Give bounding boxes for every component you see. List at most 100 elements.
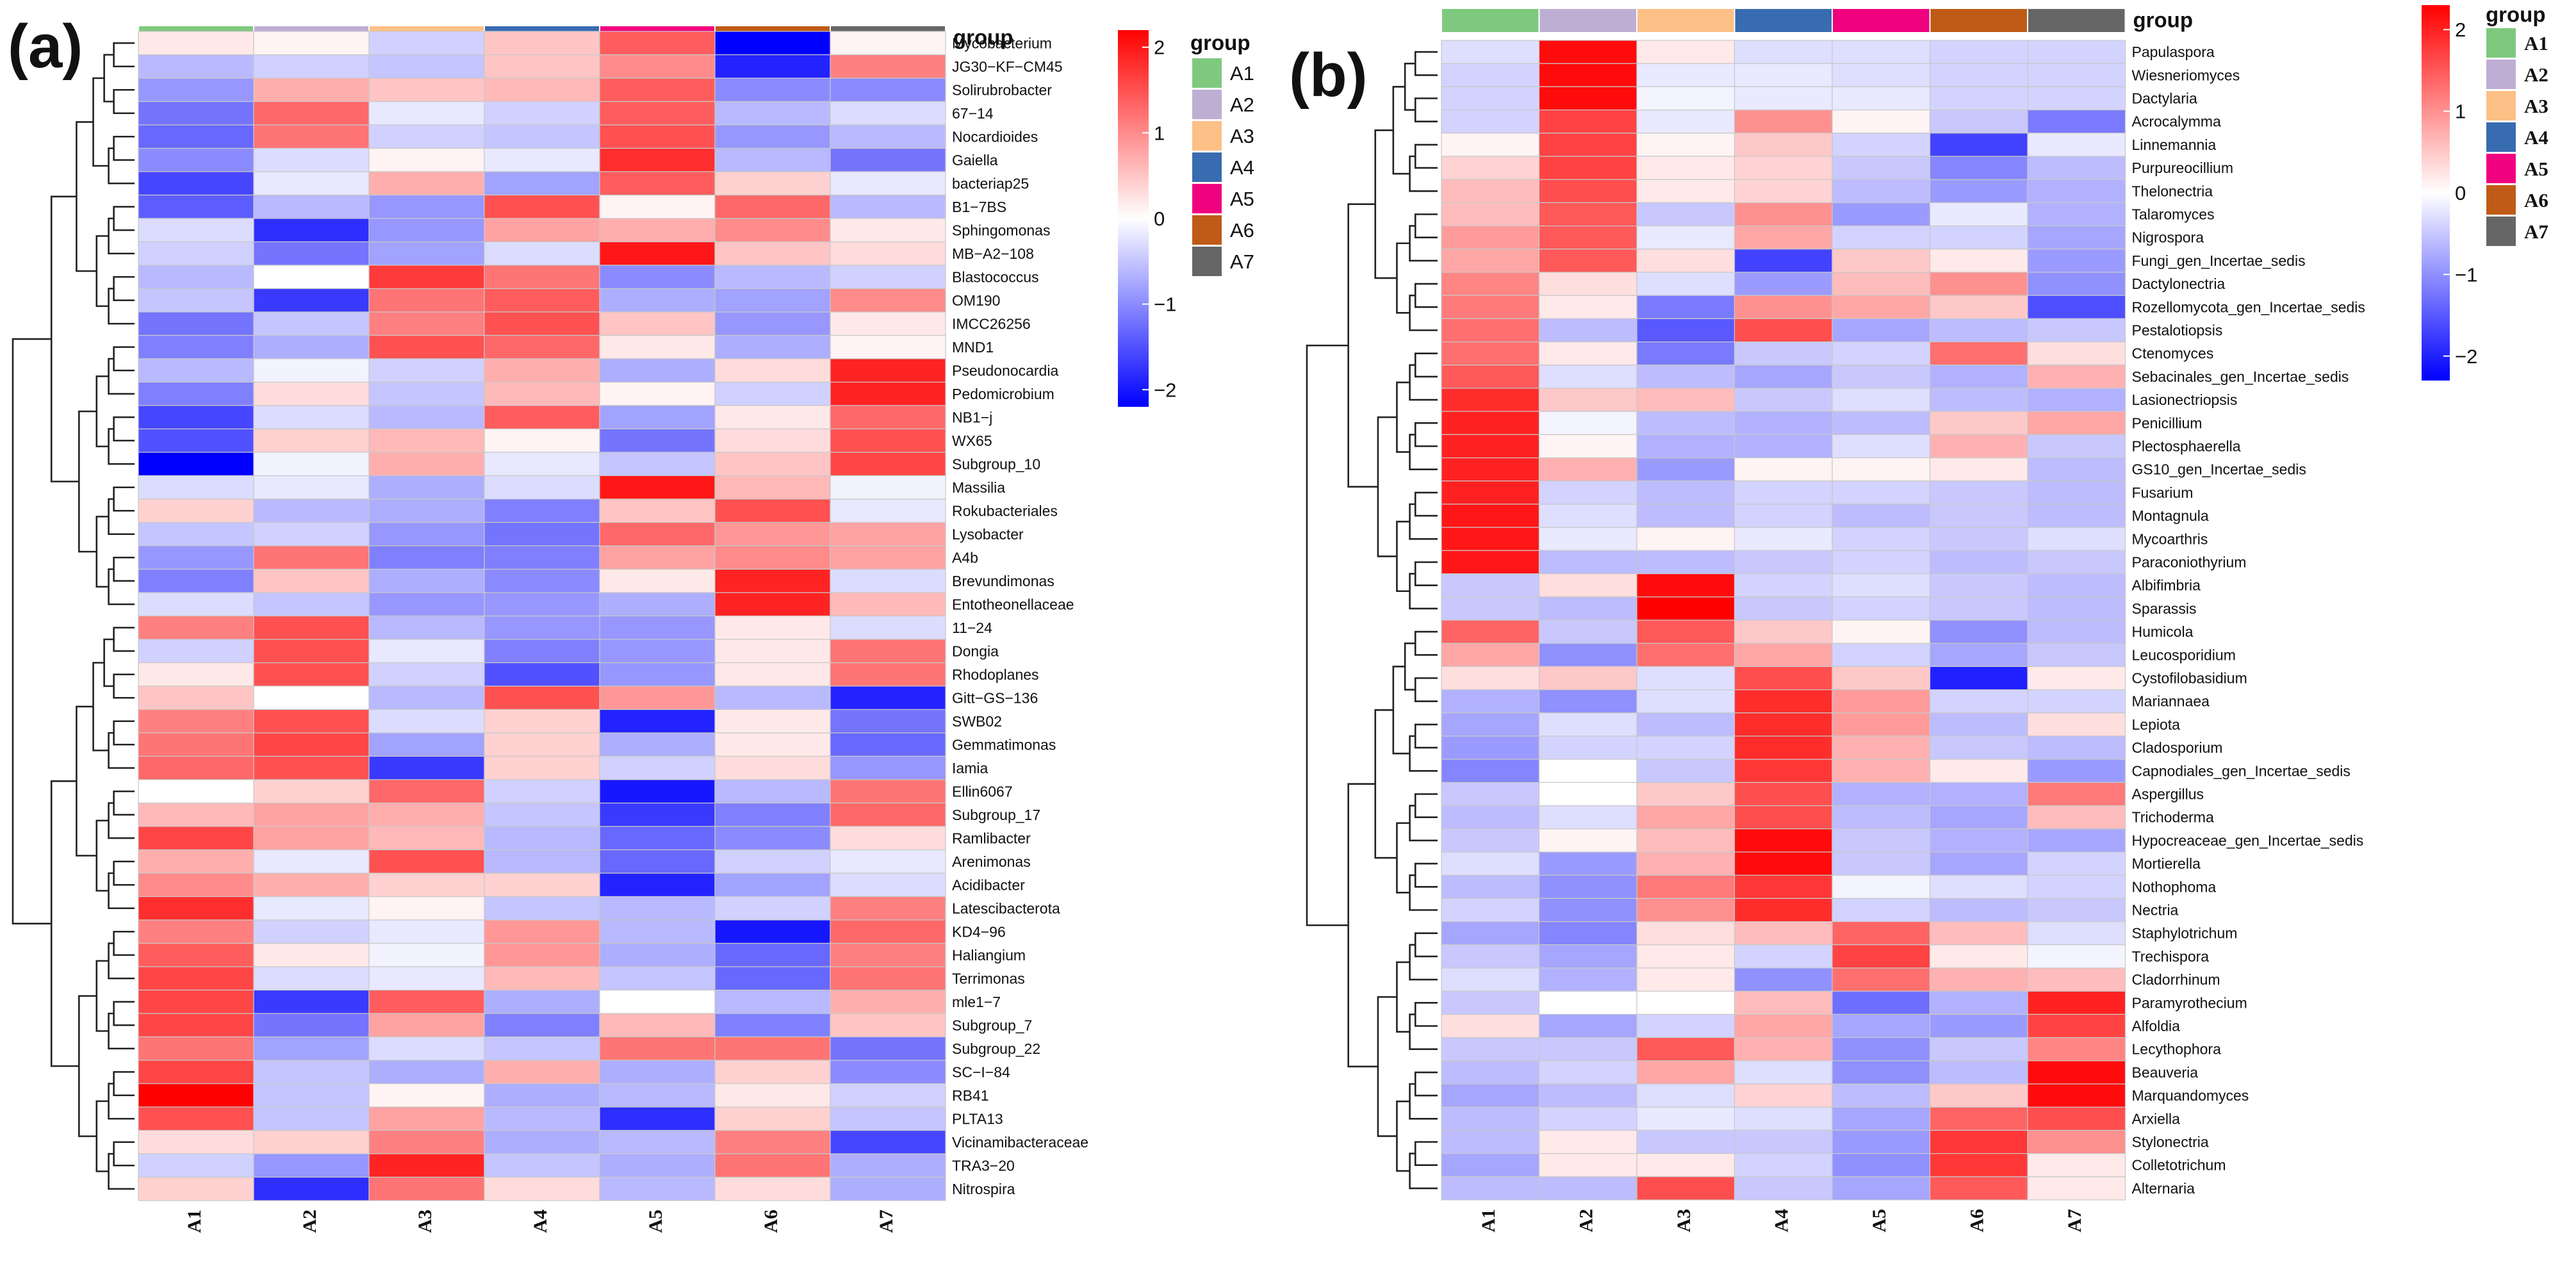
heatmap-cell (1929, 1176, 2028, 1201)
heatmap-cell (1636, 388, 1735, 412)
heatmap-cell (1929, 712, 2028, 737)
heatmap-cell (1734, 504, 1833, 528)
heatmap-cell (1538, 712, 1637, 737)
heatmap-cell (1441, 272, 1540, 296)
heatmap-cell (2027, 86, 2126, 111)
row-label: Trichoderma (2132, 809, 2214, 826)
heatmap-cell (484, 218, 600, 243)
heatmap-cell (1636, 712, 1735, 737)
heatmap-cell (830, 381, 946, 406)
heatmap-cell (830, 779, 946, 804)
heatmap-cell (1734, 202, 1833, 227)
heatmap-cell (830, 334, 946, 359)
heatmap-cell (830, 1153, 946, 1178)
row-label: Haliangium (952, 947, 1026, 964)
dendrogram-branch (1377, 416, 1397, 557)
legend-label: A6 (2524, 189, 2548, 211)
heatmap-cell (1441, 851, 1540, 876)
heatmap-cell (2027, 643, 2126, 668)
dendrogram-branch (1414, 283, 1438, 308)
heatmap-cell (368, 265, 485, 290)
row-label: Entotheonellaceae (952, 596, 1074, 612)
heatmap-cell (1929, 504, 2028, 528)
row-label: Lecythophora (2132, 1041, 2222, 1058)
heatmap-cell (714, 124, 831, 149)
heatmap-cell (714, 545, 831, 570)
heatmap-cell (1929, 573, 2028, 598)
heatmap-cell (1929, 759, 2028, 783)
heatmap-cell (714, 428, 831, 453)
heatmap-cell (253, 592, 370, 617)
heatmap-cell (484, 989, 600, 1014)
heatmap-cell (1441, 226, 1540, 250)
column-label: A2 (299, 1210, 320, 1233)
heatmap-cell (830, 241, 946, 266)
heatmap-cell (830, 78, 946, 103)
colorbar-tick-label: 2 (2455, 19, 2466, 41)
dendrogram-branch (108, 802, 135, 839)
row-label: Alternaria (2132, 1180, 2195, 1197)
heatmap-cell (368, 311, 485, 336)
row-label: Gemmatimonas (952, 736, 1056, 753)
heatmap-cell (1832, 1037, 1931, 1062)
heatmap-cell (1441, 110, 1540, 134)
heatmap-cell (714, 568, 831, 593)
heatmap-cell (253, 1060, 370, 1085)
heatmap-cell (484, 1176, 600, 1201)
heatmap-cell (830, 405, 946, 430)
heatmap-cell (1441, 86, 1540, 111)
heatmap-cell (1734, 1106, 1833, 1131)
heatmap-cell (368, 381, 485, 406)
heatmap-cell (599, 709, 716, 734)
row-label: WX65 (952, 432, 992, 449)
heatmap-cell (1441, 1106, 1540, 1131)
panel-label: (a) (8, 12, 83, 81)
heatmap-cell (484, 1060, 600, 1085)
dendrogram-branch (108, 428, 135, 465)
heatmap-cell (484, 381, 600, 406)
heatmap-cell (714, 709, 831, 734)
heatmap-cell (830, 521, 946, 546)
heatmap-cell (368, 873, 485, 898)
group-strip-a2 (1538, 8, 1637, 33)
heatmap-cell (1441, 689, 1540, 714)
heatmap-cell (1929, 40, 2028, 64)
heatmap-cell (1441, 40, 1540, 64)
heatmap-cell (368, 124, 485, 149)
dendrogram-branch (113, 556, 135, 582)
heatmap-cell (1636, 596, 1735, 621)
heatmap-cell (253, 334, 370, 359)
heatmap-cell (1441, 712, 1540, 737)
dendrogram-branch (113, 1071, 135, 1097)
heatmap-cell (714, 358, 831, 383)
heatmap-cell (484, 1013, 600, 1038)
heatmap-cell (714, 826, 831, 851)
heatmap-cell (1636, 828, 1735, 853)
heatmap-cell (830, 802, 946, 827)
heatmap-cell (484, 1106, 600, 1131)
heatmap-cell (368, 218, 485, 243)
heatmap-cell (714, 452, 831, 477)
heatmap-cell (368, 241, 485, 266)
heatmap-cell (830, 615, 946, 640)
heatmap-cell (1538, 133, 1637, 157)
heatmap-cell (1832, 550, 1931, 575)
heatmap-cell (1636, 318, 1735, 343)
heatmap-cell (1441, 388, 1540, 412)
heatmap-cell (1929, 1106, 2028, 1131)
dendrogram-branch (1374, 709, 1397, 859)
heatmap-cell (1734, 272, 1833, 296)
heatmap-cell (253, 1036, 370, 1061)
heatmap-cell (253, 428, 370, 453)
column-label: A5 (1869, 1209, 1890, 1233)
heatmap-cell (1538, 1106, 1637, 1131)
heatmap-cell (714, 194, 831, 219)
heatmap-cell (484, 873, 600, 898)
row-label: Solirubrobacter (952, 81, 1052, 98)
heatmap-cell (1636, 480, 1735, 505)
heatmap-cell (1636, 527, 1735, 552)
heatmap-cell (830, 475, 946, 500)
dendrogram-branch (1377, 996, 1397, 1137)
dendrogram-branch (1414, 723, 1438, 749)
heatmap-cell (1832, 782, 1931, 807)
